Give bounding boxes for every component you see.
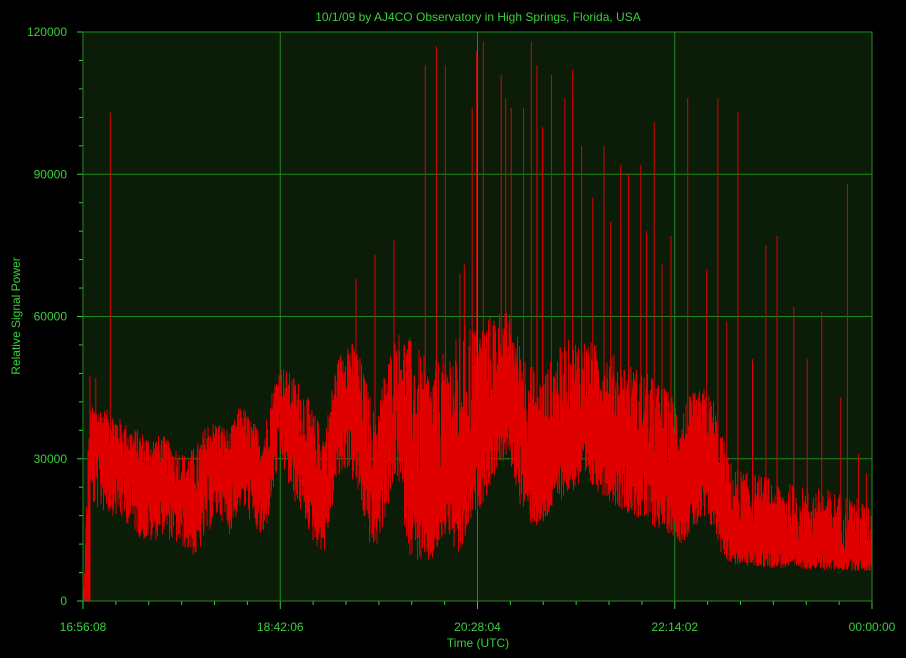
axis-ticks: [77, 31, 873, 609]
x-axis-label: Time (UTC): [447, 636, 509, 650]
y-axis-label: Relative Signal Power: [9, 257, 23, 374]
series-relative-signal-power: [83, 312, 873, 601]
x-tick-label: 20:28:04: [454, 620, 501, 634]
y-tick-label: 120000: [27, 25, 67, 39]
x-tick-labels: 16:56:08 18:42:06 20:28:04 22:14:02 00:00:00: [60, 620, 896, 634]
meteor-spikes: [95, 41, 867, 556]
x-tick-label: 16:56:08: [60, 620, 107, 634]
x-tick-label: 18:42:06: [257, 620, 304, 634]
x-tick-label: 22:14:02: [651, 620, 698, 634]
y-tick-label: 30000: [34, 452, 68, 466]
chart-title: 10/1/09 by AJ4CO Observatory in High Spr…: [315, 10, 640, 24]
series-line-relative-signal-power: [83, 312, 873, 601]
y-tick-label: 90000: [34, 167, 68, 181]
x-tick-label: 00:00:00: [849, 620, 896, 634]
y-tick-label: 60000: [34, 310, 68, 324]
y-tick-labels: 0 30000 60000 90000 120000: [27, 25, 67, 608]
y-tick-label: 0: [60, 594, 67, 608]
plot-frame: [82, 31, 873, 602]
